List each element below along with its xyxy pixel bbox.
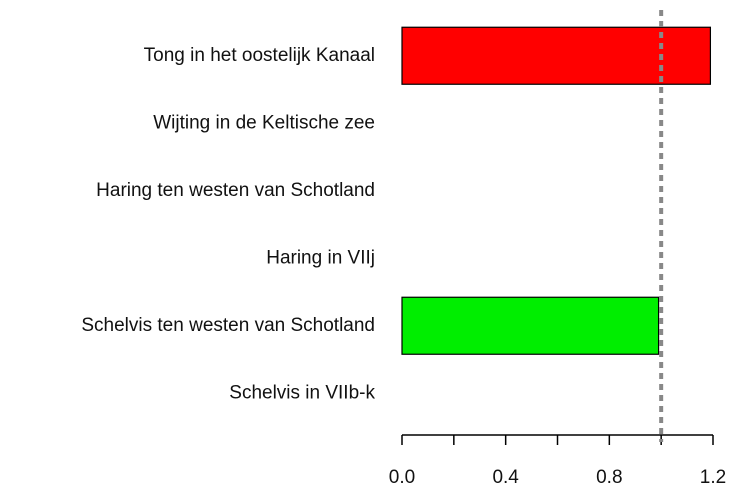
- y-tick-label: Haring in VIIj: [266, 247, 375, 268]
- x-tick-label: 0.0: [389, 467, 415, 488]
- x-tick-label: 0.8: [596, 467, 622, 488]
- y-tick-label: Schelvis ten westen van Schotland: [81, 315, 375, 336]
- bar: [401, 296, 660, 355]
- x-tick-label: 0.4: [492, 467, 519, 488]
- y-tick-label: Tong in het oostelijk Kanaal: [144, 45, 375, 66]
- x-tick-label: 1.2: [700, 467, 726, 488]
- y-tick-label: Schelvis in VIIb-k: [229, 382, 375, 403]
- y-tick-label: Wijting in de Keltische zee: [153, 112, 375, 133]
- bar: [401, 26, 712, 85]
- y-tick-label: Haring ten westen van Schotland: [96, 180, 375, 201]
